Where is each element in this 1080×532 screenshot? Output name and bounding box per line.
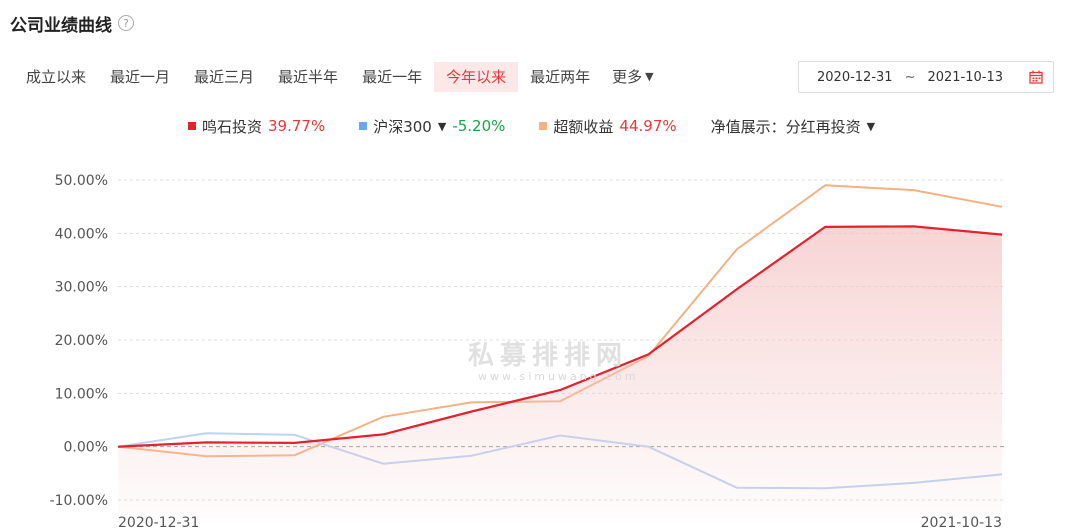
legend-swatch-company xyxy=(188,122,196,130)
calendar-icon[interactable] xyxy=(1029,70,1043,84)
date-start: 2020-12-31 xyxy=(817,69,893,85)
tab-last-half-year[interactable]: 最近半年 xyxy=(278,68,339,86)
watermark-text: 私募排排网 xyxy=(468,341,629,371)
date-end: 2021-10-13 xyxy=(927,69,1004,85)
legend-value-excess: 44.97% xyxy=(619,117,677,135)
help-icon[interactable]: ? xyxy=(118,15,134,31)
performance-chart: -10.00% 0.00% 10.00% 20.00% 30.00% 40.00% 50.0… xyxy=(50,173,1004,531)
legend-name-company: 鸣石投资 xyxy=(202,117,263,136)
date-range-picker[interactable]: 2020-12-31 ~ 2021-10-13 xyxy=(798,61,1054,93)
tab-year-to-date[interactable]: 今年以来 xyxy=(434,62,519,92)
tab-last-two-years[interactable]: 最近两年 xyxy=(530,68,591,86)
y-tick-label: 30.00% xyxy=(55,280,108,296)
legend-name-index: 沪深300 xyxy=(373,117,432,136)
legend-item-excess[interactable]: 超额收益 44.97% xyxy=(539,116,677,137)
nav-display-label: 净值展示：分红再投资 xyxy=(710,117,861,136)
y-tick-label: 20.00% xyxy=(55,333,108,349)
date-separator: ~ xyxy=(904,69,916,85)
x-tick-label: 2020-12-31 xyxy=(118,515,199,531)
legend-value-company: 39.77% xyxy=(268,117,326,135)
area-fill-company xyxy=(118,226,1002,518)
legend-swatch-index xyxy=(359,122,368,130)
tab-last-three-months[interactable]: 最近三月 xyxy=(194,68,255,86)
y-tick-label: 40.00% xyxy=(55,226,108,242)
title-row: 公司业绩曲线 ? xyxy=(10,10,134,36)
chevron-down-icon: ▼ xyxy=(866,119,876,133)
tab-last-year[interactable]: 最近一年 xyxy=(362,68,423,86)
y-tick-label: 10.00% xyxy=(55,386,108,402)
more-dropdown[interactable]: 更多 ▼ xyxy=(602,62,663,92)
page-title: 公司业绩曲线 xyxy=(10,15,112,36)
legend-swatch-excess xyxy=(539,122,548,130)
x-tick-label: 2021-10-13 xyxy=(921,515,1002,531)
more-label: 更多 xyxy=(612,68,643,86)
nav-display-dropdown[interactable]: 净值展示：分红再投资 ▼ xyxy=(711,116,875,137)
series-line-company xyxy=(117,225,1003,448)
legend-item-company[interactable]: 鸣石投资 39.77% xyxy=(188,116,325,137)
y-tick-label: 50.00% xyxy=(55,173,108,189)
chevron-down-icon: ▼ xyxy=(645,70,654,83)
index-dropdown-icon[interactable]: ▼ xyxy=(437,119,447,133)
legend-value-index: -5.20% xyxy=(452,117,506,135)
tab-since-inception[interactable]: 成立以来 xyxy=(26,68,87,86)
period-tabs: 成立以来 最近一月 最近三月 最近半年 最近一年 今年以来 最近两年 更多 ▼ xyxy=(14,62,664,92)
tab-last-month[interactable]: 最近一月 xyxy=(110,68,171,86)
y-tick-label: -10.00% xyxy=(50,493,108,509)
legend: 鸣石投资 39.77% 沪深300 ▼ -5.20% 超额收益 44.97% 净… xyxy=(188,114,909,138)
legend-name-excess: 超额收益 xyxy=(553,117,614,136)
watermark-url: www.simuwang.com xyxy=(478,370,639,383)
y-tick-label: 0.00% xyxy=(64,440,108,456)
legend-item-index[interactable]: 沪深300 ▼ -5.20% xyxy=(359,116,505,137)
